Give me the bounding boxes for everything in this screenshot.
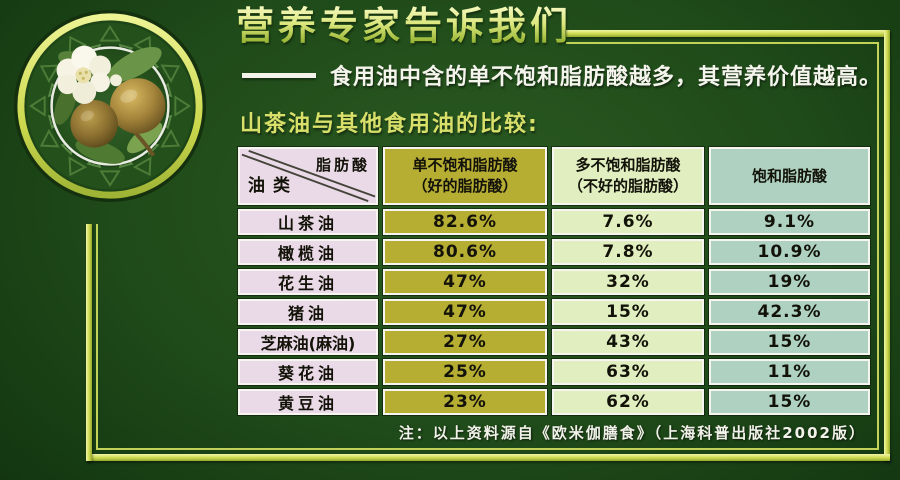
header-text: 单不饱和脂肪酸: [412, 156, 518, 174]
oil-name-cell: 葵花油: [238, 359, 378, 385]
col-header-polyunsaturated: 多不饱和脂肪酸 （不好的脂肪酸）: [552, 147, 704, 205]
header-subtext: （好的脂肪酸）: [412, 177, 518, 195]
frame-line-bottom-inner: [96, 448, 879, 450]
corner-fat-acid-label: 脂肪酸: [315, 156, 370, 174]
oil-name-cell: 黄豆油: [238, 389, 378, 415]
saturated-value-cell: 15%: [709, 389, 870, 415]
oil-name-cell: 猪油: [238, 299, 378, 325]
saturated-value-cell: 15%: [709, 329, 870, 355]
emblem-pattern-ring: [26, 22, 194, 190]
mono-value-cell: 47%: [383, 269, 547, 295]
poly-value-cell: 15%: [552, 299, 704, 325]
header-text: 多不饱和脂肪酸: [575, 156, 681, 174]
oil-name-cell: 山茶油: [238, 209, 378, 235]
header-text: 饱和脂肪酸: [751, 166, 827, 185]
col-header-monounsaturated: 单不饱和脂肪酸 （好的脂肪酸）: [383, 147, 547, 205]
subtitle-dash: [242, 72, 316, 78]
poly-value-cell: 63%: [552, 359, 704, 385]
poly-value-cell: 7.8%: [552, 239, 704, 265]
flower-bud-icon: [110, 74, 122, 87]
oil-tea-fruits-icon: [70, 78, 166, 148]
mono-value-cell: 47%: [383, 299, 547, 325]
frame-line-top-outer: [566, 30, 890, 37]
mono-value-cell: 80.6%: [383, 239, 547, 265]
oil-name-cell: 芝麻油(麻油): [238, 329, 378, 355]
mono-value-cell: 27%: [383, 329, 547, 355]
frame-line-bottom-outer: [86, 454, 890, 461]
poly-value-cell: 43%: [552, 329, 704, 355]
saturated-value-cell: 19%: [709, 269, 870, 295]
frame-line-right-outer: [884, 30, 890, 461]
subtitle: 食用油中含的单不饱和脂肪酸越多，其营养价值越高。: [330, 65, 883, 90]
diagonal-divider: [241, 149, 376, 203]
poly-value-cell: 7.6%: [552, 209, 704, 235]
subtitle-row: 食用油中含的单不饱和脂肪酸越多，其营养价值越高。: [242, 58, 882, 92]
camellia-emblem: [13, 9, 207, 203]
frame-line-left-outer: [86, 224, 92, 461]
saturated-value-cell: 10.9%: [709, 239, 870, 265]
oil-name-cell: 橄榄油: [238, 239, 378, 265]
frame-line-right-inner: [877, 42, 879, 450]
header-subtext: （不好的脂肪酸）: [567, 177, 688, 195]
poly-value-cell: 62%: [552, 389, 704, 415]
corner-oil-type-label: 油类: [248, 176, 298, 196]
frame-line-left-inner: [96, 224, 98, 450]
section-title: 山茶油与其他食用油的比较:: [240, 112, 539, 137]
page-title: 营养专家告诉我们: [236, 3, 573, 48]
saturated-value-cell: 11%: [709, 359, 870, 385]
comparison-table: 脂肪酸 油类 单不饱和脂肪酸 （好的脂肪酸） 多不饱和脂肪酸 （不好的脂肪酸） …: [238, 147, 870, 415]
saturated-value-cell: 42.3%: [709, 299, 870, 325]
oil-name-cell: 花生油: [238, 269, 378, 295]
poly-value-cell: 32%: [552, 269, 704, 295]
mono-value-cell: 23%: [383, 389, 547, 415]
footnote: 注：以上资料源自《欧米伽膳食》（上海科普出版社2002版）: [398, 424, 866, 442]
mono-value-cell: 25%: [383, 359, 547, 385]
camellia-flower-icon: [56, 45, 122, 105]
col-header-saturated: 饱和脂肪酸: [709, 147, 870, 205]
saturated-value-cell: 9.1%: [709, 209, 870, 235]
table-corner-cell: 脂肪酸 油类: [238, 147, 378, 205]
frame-line-top-inner: [566, 42, 879, 44]
mono-value-cell: 82.6%: [383, 209, 547, 235]
